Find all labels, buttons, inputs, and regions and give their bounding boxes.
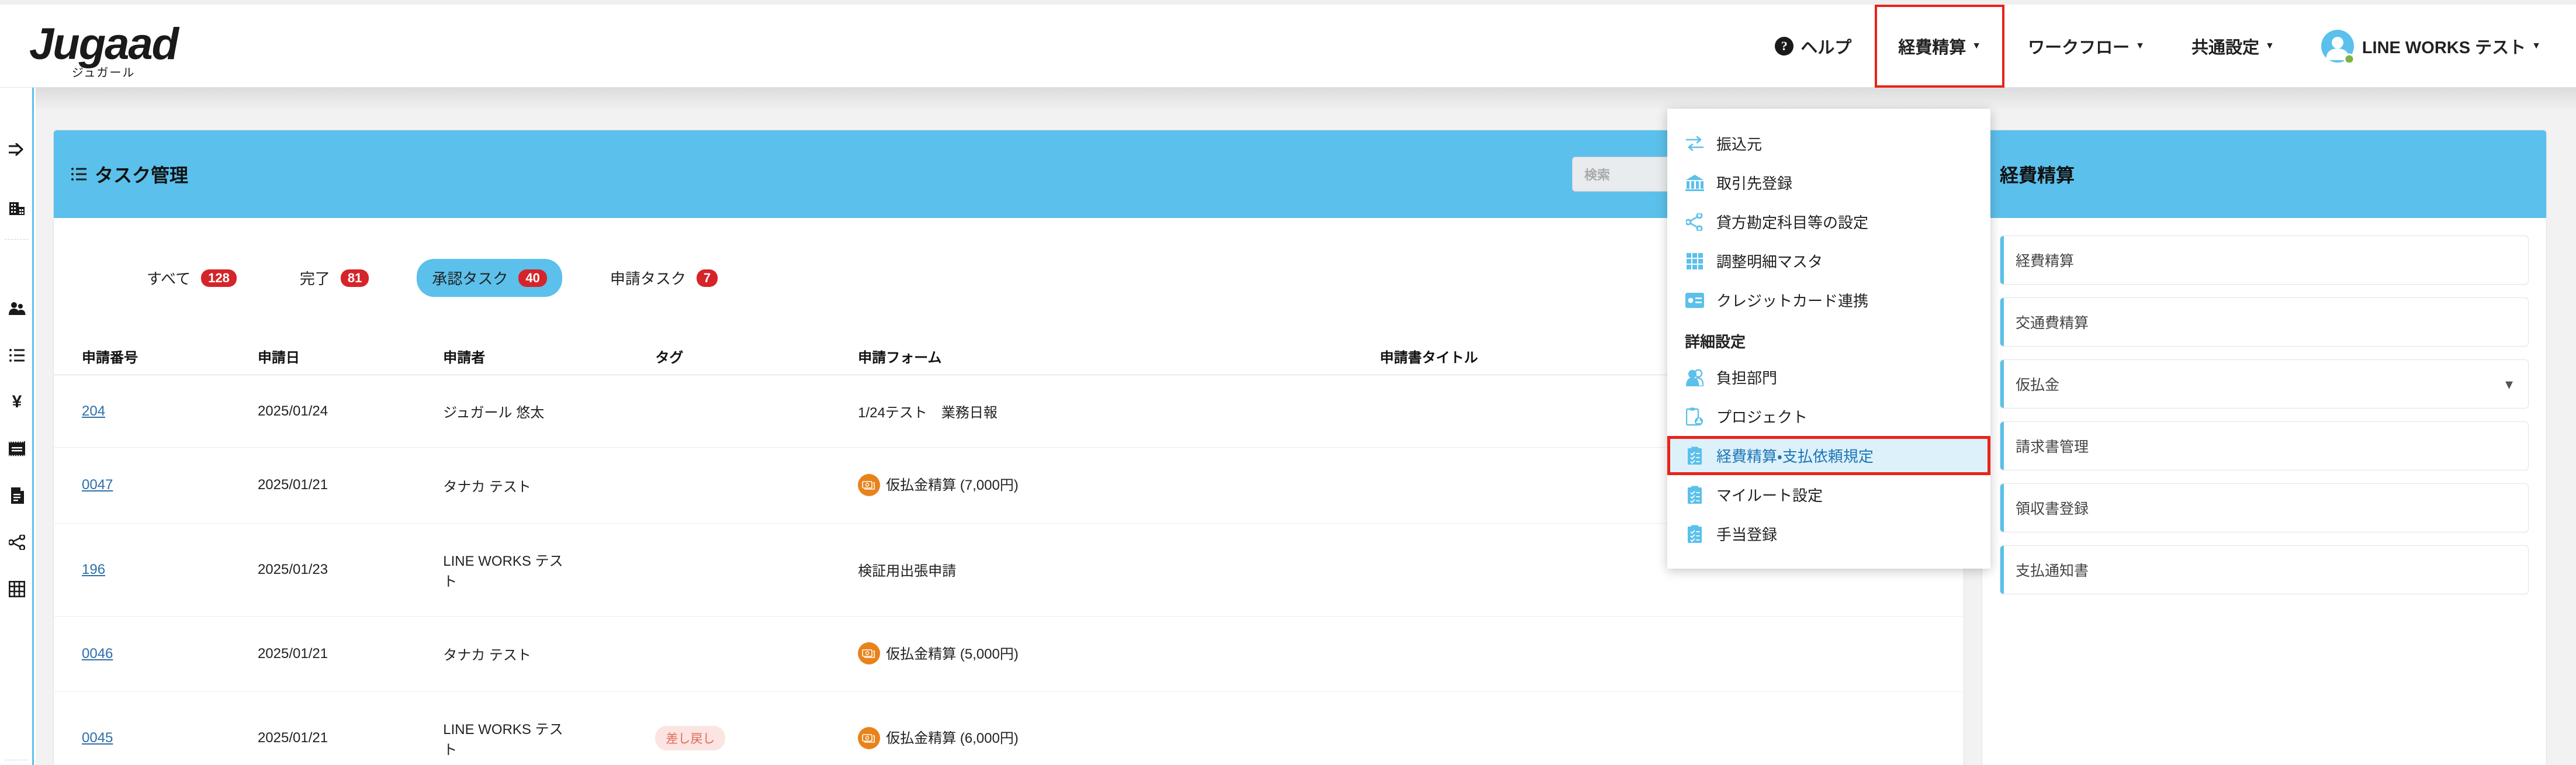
svg-text:¥: ¥ bbox=[12, 393, 22, 411]
